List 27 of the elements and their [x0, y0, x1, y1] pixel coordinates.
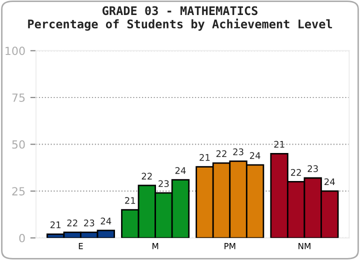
text: 24	[175, 167, 186, 174]
series-label: 22	[67, 220, 78, 226]
text: 22	[216, 150, 226, 157]
y-tick-label: 75	[12, 94, 25, 102]
text: 21	[274, 140, 284, 148]
chart-subtitle: Percentage of Students by Achievement Level	[28, 18, 332, 31]
text: 21	[125, 197, 136, 204]
series-label: 21	[50, 221, 60, 228]
series-label: 24	[100, 218, 112, 224]
chart-title: GRADE 03 - MATHEMATICS	[102, 6, 258, 16]
text: 23	[158, 180, 169, 188]
y-tick-label: 50	[12, 140, 25, 149]
text: 22	[290, 168, 301, 176]
series-label: 23	[84, 220, 94, 226]
x-tick-label: NM	[298, 243, 310, 250]
y-tick-label: 100	[6, 46, 25, 56]
x-tick-label: M	[152, 243, 158, 250]
text: 24	[250, 152, 260, 159]
x-tick-label: E	[78, 243, 83, 250]
text: 21	[200, 154, 210, 161]
x-tick-label: PM	[224, 243, 236, 250]
text: 23	[233, 148, 244, 156]
y-tick-label: 25	[12, 187, 25, 196]
text: 23	[308, 165, 318, 172]
text: 24	[324, 178, 335, 186]
text: 22	[142, 172, 152, 180]
y-tick-label: 0	[19, 234, 25, 242]
